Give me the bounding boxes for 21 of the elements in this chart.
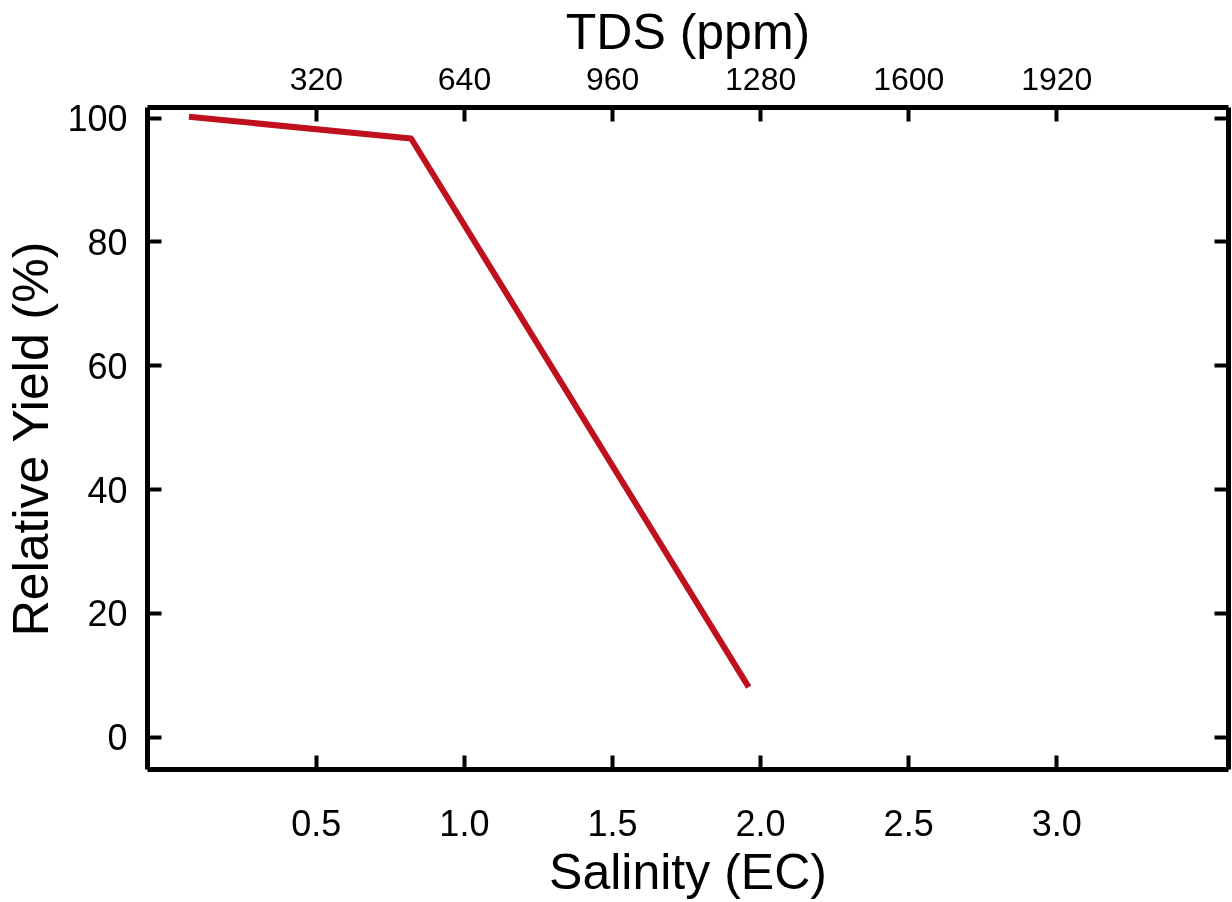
x-tick-label: 1.0 — [439, 802, 490, 844]
y-tick-label: 100 — [67, 98, 128, 140]
y-tick-label: 80 — [87, 221, 128, 263]
x-axis-title: Salinity (EC) — [549, 843, 827, 900]
x2-tick-label: 1600 — [873, 60, 945, 97]
x-tick-label: 1.5 — [587, 802, 638, 844]
x-tick-label: 3.0 — [1031, 802, 1082, 844]
x2-tick-label: 1280 — [725, 60, 797, 97]
y-tick-label: 20 — [87, 593, 128, 635]
y-tick-label: 40 — [87, 469, 128, 511]
x-tick-label: 0.5 — [291, 802, 342, 844]
x-tick-label: 2.0 — [735, 802, 786, 844]
y-tick-label: 60 — [87, 345, 128, 387]
x2-axis-title: TDS (ppm) — [565, 3, 811, 60]
x2-tick-label: 1920 — [1021, 60, 1093, 97]
y-tick-label: 0 — [107, 717, 128, 759]
x2-tick-label: 960 — [585, 60, 640, 97]
x2-tick-label: 640 — [437, 60, 492, 97]
x2-tick-label: 320 — [289, 60, 344, 97]
x-tick-label: 2.5 — [883, 802, 934, 844]
y-axis-title: Relative Yield (%) — [3, 241, 60, 637]
